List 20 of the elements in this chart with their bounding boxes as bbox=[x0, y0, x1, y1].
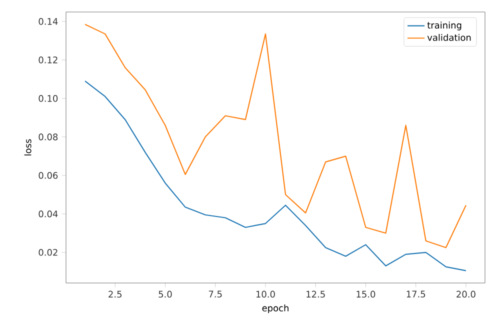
x-axis-title: epoch bbox=[262, 304, 288, 314]
x-tick-label: 15.0 bbox=[356, 290, 376, 298]
y-tick-label: 0.12 bbox=[38, 56, 58, 64]
x-tick-label: 2.5 bbox=[108, 290, 122, 298]
y-tick-label: 0.08 bbox=[38, 134, 58, 140]
legend-label: validation bbox=[427, 34, 471, 41]
y-tick-label: 0.14 bbox=[38, 18, 58, 25]
x-tick-label: 5.0 bbox=[158, 290, 172, 298]
y-tick-label: 0.10 bbox=[38, 95, 58, 102]
x-tick-label: 12.5 bbox=[306, 290, 325, 298]
line-series bbox=[84, 80, 467, 272]
x-tick-label: 20.0 bbox=[456, 290, 476, 298]
y-tick-label: 0.06 bbox=[38, 172, 58, 179]
y-tick-label: 0.04 bbox=[38, 210, 58, 218]
y-axis-title: loss bbox=[24, 139, 32, 156]
y-tick-label: 0.02 bbox=[38, 248, 58, 256]
x-tick-label: 10.0 bbox=[256, 290, 275, 298]
x-tick-label: 7.5 bbox=[208, 290, 222, 298]
legend-label: training bbox=[427, 22, 462, 30]
x-tick-label: 17.5 bbox=[406, 290, 426, 298]
